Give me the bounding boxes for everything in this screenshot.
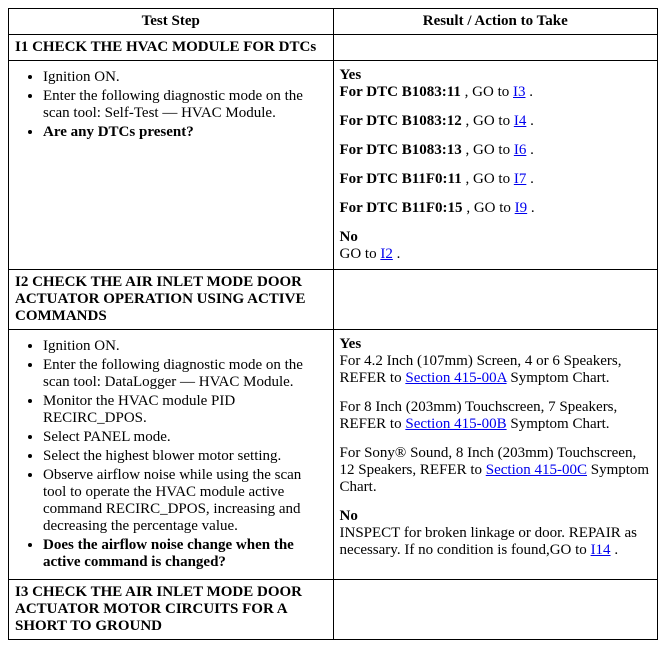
diagnostic-table: Test Step Result / Action to Take I1 CHE… bbox=[8, 8, 658, 640]
step-body-row: Ignition ON. Enter the following diagnost… bbox=[9, 330, 658, 580]
goto-link[interactable]: I7 bbox=[514, 171, 527, 187]
goto-link[interactable]: I4 bbox=[514, 113, 527, 129]
result-spacer bbox=[340, 217, 652, 229]
result-suffix: Symptom Chart. bbox=[507, 416, 610, 432]
step-item: Are any DTCs present? bbox=[43, 124, 327, 141]
result-line: INSPECT for broken linkage or door. REPA… bbox=[340, 525, 652, 559]
result-spacer bbox=[340, 496, 652, 508]
result-spacer bbox=[340, 130, 652, 142]
dtc-suffix: . bbox=[526, 113, 534, 129]
dtc-mid: , GO to bbox=[462, 142, 514, 158]
result-suffix: Symptom Chart. bbox=[507, 370, 610, 386]
dtc-suffix: . bbox=[526, 171, 534, 187]
step-title: I2 CHECK THE AIR INLET MODE DOOR ACTUATO… bbox=[9, 270, 334, 330]
goto-link[interactable]: I3 bbox=[513, 84, 526, 100]
result-spacer bbox=[340, 101, 652, 113]
goto-link[interactable]: Section 415-00B bbox=[405, 416, 506, 432]
step-title-row: I1 CHECK THE HVAC MODULE FOR DTCs bbox=[9, 35, 658, 61]
step-instructions: Ignition ON. Enter the following diagnost… bbox=[9, 330, 334, 580]
dtc-suffix: . bbox=[526, 84, 534, 100]
step-item: Enter the following diagnostic mode on t… bbox=[43, 88, 327, 122]
result-heading: Yes bbox=[340, 336, 652, 353]
result-line: For Sony® Sound, 8 Inch (203mm) Touchscr… bbox=[340, 445, 652, 496]
header-result: Result / Action to Take bbox=[333, 9, 658, 35]
result-heading: Yes bbox=[340, 67, 652, 84]
goto-link[interactable]: I9 bbox=[515, 200, 528, 216]
result-suffix: . bbox=[611, 542, 619, 558]
goto-link[interactable]: Section 415-00A bbox=[405, 370, 506, 386]
dtc-mid: , GO to bbox=[461, 84, 513, 100]
step-result: YesFor 4.2 Inch (107mm) Screen, 4 or 6 S… bbox=[333, 330, 658, 580]
step-item: Monitor the HVAC module PID RECIRC_DPOS. bbox=[43, 393, 327, 427]
dtc-code: For DTC B11F0:15 bbox=[340, 200, 463, 216]
result-heading: No bbox=[340, 508, 652, 525]
step-item: Select the highest blower motor setting. bbox=[43, 448, 327, 465]
step-list: Ignition ON. Enter the following diagnost… bbox=[15, 69, 327, 141]
step-item: Select PANEL mode. bbox=[43, 429, 327, 446]
result-line: GO to I2 . bbox=[340, 246, 652, 263]
step-item: Enter the following diagnostic mode on t… bbox=[43, 357, 327, 391]
step-title-result-empty bbox=[333, 35, 658, 61]
dtc-code: For DTC B1083:13 bbox=[340, 142, 462, 158]
step-item: Does the airflow noise change when the a… bbox=[43, 537, 327, 571]
dtc-suffix: . bbox=[526, 142, 534, 158]
goto-link[interactable]: Section 415-00C bbox=[486, 462, 587, 478]
step-title-row: I2 CHECK THE AIR INLET MODE DOOR ACTUATO… bbox=[9, 270, 658, 330]
step-item: Observe airflow noise while using the sc… bbox=[43, 467, 327, 535]
dtc-mid: , GO to bbox=[462, 113, 514, 129]
dtc-code: For DTC B1083:11 bbox=[340, 84, 461, 100]
step-body-row: Ignition ON. Enter the following diagnost… bbox=[9, 61, 658, 270]
step-item: Ignition ON. bbox=[43, 338, 327, 355]
step-list: Ignition ON. Enter the following diagnost… bbox=[15, 338, 327, 571]
result-suffix: . bbox=[393, 246, 401, 262]
result-spacer bbox=[340, 188, 652, 200]
result-spacer bbox=[340, 387, 652, 399]
step-title-result-empty bbox=[333, 580, 658, 640]
result-dtc-line: For DTC B1083:12 , GO to I4 . bbox=[340, 113, 652, 130]
step-title-result-empty bbox=[333, 270, 658, 330]
result-dtc-line: For DTC B1083:13 , GO to I6 . bbox=[340, 142, 652, 159]
step-title: I1 CHECK THE HVAC MODULE FOR DTCs bbox=[9, 35, 334, 61]
step-title-row: I3 CHECK THE AIR INLET MODE DOOR ACTUATO… bbox=[9, 580, 658, 640]
dtc-mid: , GO to bbox=[463, 200, 515, 216]
result-line: For 4.2 Inch (107mm) Screen, 4 or 6 Spea… bbox=[340, 353, 652, 387]
dtc-code: For DTC B11F0:11 bbox=[340, 171, 462, 187]
result-dtc-line: For DTC B11F0:11 , GO to I7 . bbox=[340, 171, 652, 188]
goto-link[interactable]: I14 bbox=[591, 542, 611, 558]
dtc-code: For DTC B1083:12 bbox=[340, 113, 462, 129]
step-title: I3 CHECK THE AIR INLET MODE DOOR ACTUATO… bbox=[9, 580, 334, 640]
step-item: Ignition ON. bbox=[43, 69, 327, 86]
result-dtc-line: For DTC B11F0:15 , GO to I9 . bbox=[340, 200, 652, 217]
result-spacer bbox=[340, 159, 652, 171]
result-heading: No bbox=[340, 229, 652, 246]
dtc-suffix: . bbox=[527, 200, 535, 216]
header-test-step: Test Step bbox=[9, 9, 334, 35]
dtc-mid: , GO to bbox=[462, 171, 514, 187]
header-row: Test Step Result / Action to Take bbox=[9, 9, 658, 35]
result-line: For 8 Inch (203mm) Touchscreen, 7 Speake… bbox=[340, 399, 652, 433]
goto-link[interactable]: I2 bbox=[380, 246, 393, 262]
result-spacer bbox=[340, 433, 652, 445]
goto-link[interactable]: I6 bbox=[514, 142, 527, 158]
result-dtc-line: For DTC B1083:11 , GO to I3 . bbox=[340, 84, 652, 101]
step-result: YesFor DTC B1083:11 , GO to I3 .For DTC … bbox=[333, 61, 658, 270]
result-prefix: GO to bbox=[340, 246, 381, 262]
step-instructions: Ignition ON. Enter the following diagnost… bbox=[9, 61, 334, 270]
